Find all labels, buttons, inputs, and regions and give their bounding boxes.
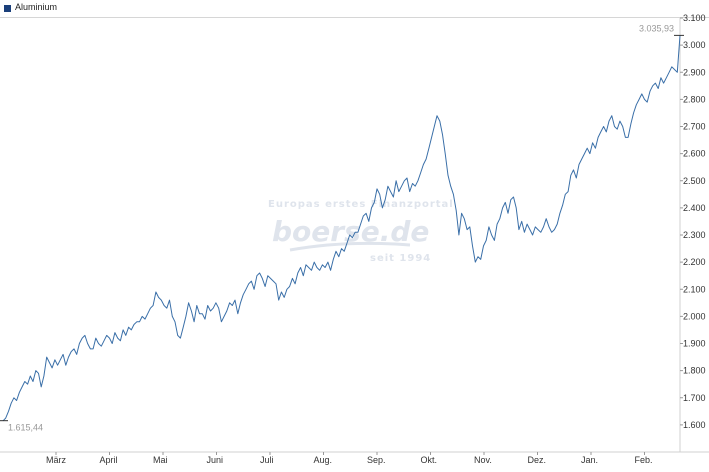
y-tick-label: 2.300: [683, 230, 706, 240]
series-line-aluminium: [2, 35, 681, 422]
y-tick-label: 2.900: [683, 67, 706, 77]
y-tick-label: 2.000: [683, 311, 706, 321]
y-tick-label: 2.700: [683, 122, 706, 132]
x-tick-label: Dez.: [528, 455, 547, 465]
y-tick-label: 2.800: [683, 94, 706, 104]
watermark-swoosh: [289, 241, 411, 252]
watermark-since: seit 1994: [370, 253, 431, 264]
y-tick-label: 1.900: [683, 339, 706, 349]
x-tick-label: Jan.: [581, 455, 598, 465]
y-tick-label: 3.000: [683, 40, 706, 50]
start-value-label: 1.615,44: [8, 423, 43, 433]
series-group: [0, 34, 684, 422]
x-tick-label: April: [100, 455, 118, 465]
y-tick-label: 2.200: [683, 257, 706, 267]
x-axis: März April Mai Juni Juli Aug. Sep. Okt. Nov. Dez.…: [46, 452, 653, 465]
legend-bar: Aluminium: [0, 0, 709, 18]
x-tick-label: Mai: [153, 455, 168, 465]
y-axis: 1.600 1.700 1.800 1.900 2.000 2.100 2.200 2.300…: [680, 13, 706, 430]
y-tick-label: 1.600: [683, 420, 706, 430]
legend-label: Aluminium: [15, 2, 58, 12]
y-tick-label: 2.400: [683, 203, 706, 213]
y-tick-label: 1.800: [683, 366, 706, 376]
y-tick-label: 2.600: [683, 149, 706, 159]
y-tick-label: 1.700: [683, 393, 706, 403]
watermark-tagline: Europas erstes Finanzportal: [268, 199, 454, 210]
y-tick-label: 2.100: [683, 284, 706, 294]
y-tick-label: 3.100: [683, 13, 706, 23]
x-tick-label: Feb.: [635, 455, 653, 465]
y-tick-label: 2.500: [683, 176, 706, 186]
x-tick-label: Sep.: [367, 455, 386, 465]
x-tick-label: Aug.: [314, 455, 333, 465]
x-tick-label: Okt.: [421, 455, 438, 465]
watermark: Europas erstes Finanzportal boerse.de se…: [268, 199, 454, 264]
x-tick-label: März: [46, 455, 66, 465]
x-tick-label: Nov.: [474, 455, 492, 465]
x-tick-label: Juni: [207, 455, 224, 465]
end-value-label: 3.035,93: [639, 23, 674, 33]
x-tick-label: Juli: [260, 455, 274, 465]
legend-swatch: [4, 5, 11, 12]
